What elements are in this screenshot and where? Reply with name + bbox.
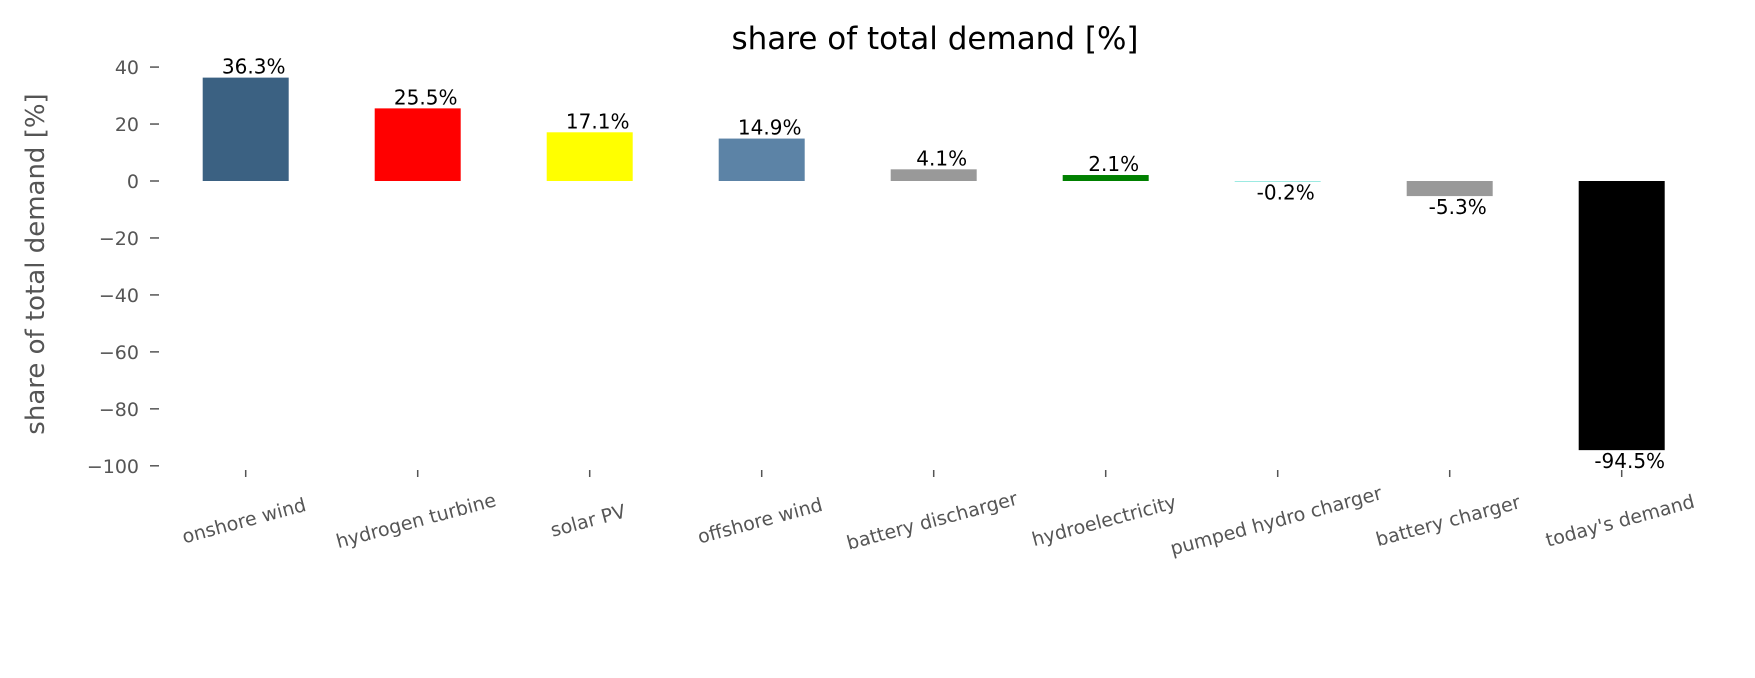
x-tick-label: solar PV (548, 501, 628, 542)
data-label: -0.2% (1257, 181, 1315, 205)
x-tick-label: today's demand (1543, 491, 1697, 552)
data-label: 2.1% (1088, 152, 1139, 176)
y-axis-label: share of total demand [%] (21, 93, 51, 434)
y-axis: 40 20 0 −20 −40 −60 −80 −100 (87, 57, 159, 478)
y-tick-label: −80 (99, 399, 139, 421)
bar (890, 169, 977, 181)
data-label: 36.3% (222, 55, 286, 79)
x-tick-label: offshore wind (695, 494, 825, 548)
bar (202, 77, 289, 181)
y-tick-label: −20 (99, 228, 139, 250)
data-label: 17.1% (566, 109, 630, 133)
x-axis: onshore wind hydrogen turbine solar PV offs… (180, 470, 1697, 560)
x-tick-label: onshore wind (180, 494, 309, 548)
bar (718, 138, 805, 181)
data-label: 14.9% (738, 116, 802, 140)
bar (1234, 181, 1321, 182)
bar (374, 108, 461, 181)
x-tick-label: battery charger (1374, 491, 1523, 551)
data-label: -94.5% (1594, 449, 1665, 473)
bar (1406, 181, 1493, 197)
x-tick-label: pumped hydro charger (1168, 482, 1384, 560)
y-tick-label: 20 (115, 114, 139, 136)
data-label: 4.1% (916, 146, 967, 170)
x-tick-label: hydrogen turbine (334, 489, 499, 553)
y-tick-label: −100 (87, 456, 139, 478)
y-tick-label: 40 (115, 57, 139, 79)
y-tick-label: −40 (99, 285, 139, 307)
y-tick-label: 0 (127, 171, 139, 193)
data-label: -5.3% (1429, 195, 1487, 219)
x-tick-label: battery discharger (844, 488, 1020, 555)
chart-title: share of total demand [%] (731, 21, 1138, 57)
bar (1062, 175, 1149, 181)
data-label: 25.5% (394, 85, 458, 109)
bars: 36.3% 25.5% 17.1% 14.9% 4.1% 2.1% -0.2% -5.3% -9… (202, 55, 1665, 473)
y-tick-label: −60 (99, 342, 139, 364)
bar (546, 132, 633, 181)
x-tick-label: hydroelectricity (1030, 491, 1179, 551)
bar (1578, 181, 1665, 451)
